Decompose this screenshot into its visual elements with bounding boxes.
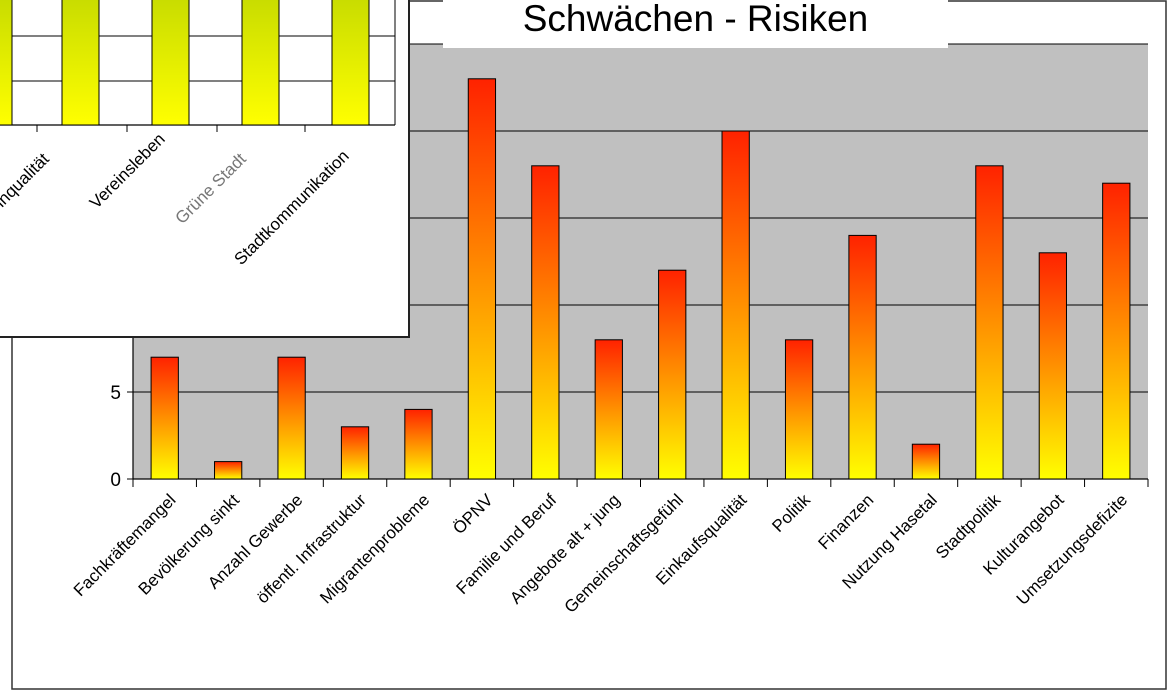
y-tick-label: 0 xyxy=(110,470,121,491)
inset-x-tick-label: Grüne Stadt xyxy=(172,149,250,227)
x-tick-label: öffentl. Infrastruktur xyxy=(253,490,370,607)
inset-bar-chart: ohnqualität Vereinsleben Grüne StadtStadtk… xyxy=(0,0,396,269)
x-tick-label: ÖPNV xyxy=(449,490,497,538)
bar xyxy=(975,165,1004,480)
bar xyxy=(848,234,877,480)
bar xyxy=(1102,182,1131,480)
bar xyxy=(214,461,243,480)
bar xyxy=(784,339,814,480)
x-tick-label: Umsetzungsdefizite xyxy=(1013,490,1131,608)
inset-bar xyxy=(241,0,280,126)
x-tick-label: Finanzen xyxy=(814,490,877,553)
bar xyxy=(1038,252,1067,480)
chart-title: Schwächen - Risiken xyxy=(522,0,869,39)
bar xyxy=(911,443,941,480)
bar xyxy=(658,269,687,480)
inset-x-tick-label: ohnqualität xyxy=(0,149,53,221)
bar xyxy=(467,78,497,480)
inset-bar xyxy=(61,0,100,126)
inset-bar xyxy=(0,0,13,126)
bar xyxy=(594,339,623,480)
inset-x-tick-label: Vereinsleben xyxy=(86,129,169,212)
bar xyxy=(404,408,433,480)
bar xyxy=(277,356,306,480)
bar xyxy=(340,426,370,480)
x-tick-label: Migrantenprobleme xyxy=(316,490,433,607)
inset-bar xyxy=(151,0,190,126)
x-tick-label: Politik xyxy=(768,490,814,536)
inset-x-tick-label: Stadtkommunikation xyxy=(230,146,352,268)
inset-chart-panel: ohnqualität Vereinsleben Grüne Stadt Stadtk… xyxy=(0,0,410,338)
inset-bar xyxy=(331,0,370,126)
bar xyxy=(150,356,179,480)
x-tick-label: Angebote alt + jung xyxy=(506,490,623,607)
y-tick-label: 5 xyxy=(110,383,121,404)
chart-title-box: Schwächen - Risiken xyxy=(443,0,948,48)
x-tick-label: Gemeinschaftsgefühl xyxy=(561,490,687,616)
bar xyxy=(721,130,750,480)
bar xyxy=(531,165,560,480)
